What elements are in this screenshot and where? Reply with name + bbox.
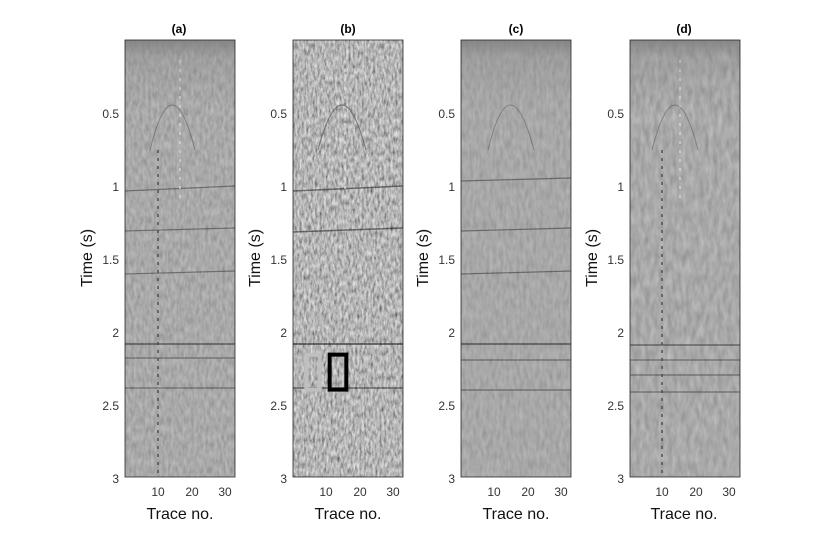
y-tick-label: 3 [448,472,455,486]
axes-frame [460,39,572,478]
y-tick-label: 1.5 [438,253,455,267]
y-tick-label: 1.5 [102,253,119,267]
seismic-image [630,40,740,477]
y-tick-label: 1 [112,180,119,194]
x-axis-label: Trace no. [651,506,718,523]
panel-title: (d) [676,22,691,36]
x-axis-label: Trace no. [315,506,382,523]
axes-frame [629,39,741,478]
y-tick-label: 2 [448,326,455,340]
x-tick-label: 10 [151,485,165,499]
x-tick-label: 20 [185,485,199,499]
y-tick-label: 2 [112,326,119,340]
x-tick-label: 30 [554,485,568,499]
y-tick-label: 0.5 [607,107,624,121]
panel-b: (b) 0.5 1 1.5 2 2.5 3 10 20 [247,22,404,523]
y-tick-label: 0.5 [438,107,455,121]
x-axis-label: Trace no. [483,506,550,523]
seismic-image [292,40,404,477]
y-tick-label: 1 [448,180,455,194]
y-tick-label: 0.5 [270,107,287,121]
x-tick-label: 10 [655,485,669,499]
y-tick-label: 2 [280,326,287,340]
x-tick-label: 30 [386,485,400,499]
x-axis-label: Trace no. [147,506,214,523]
y-ticks: 0.5 1 1.5 2 2.5 3 [102,107,119,486]
y-tick-label: 3 [617,472,624,486]
panel-title: (b) [340,22,355,36]
seismic-image [460,40,572,477]
highlight-box-black [327,352,349,392]
highlight-box-gray [304,352,322,392]
x-tick-label: 20 [521,485,535,499]
y-ticks: 0.5 1 1.5 2 2.5 3 [607,107,624,486]
y-tick-label: 2.5 [102,399,119,413]
panel-c: (c) 0.5 1 1.5 2 2.5 3 10 2 [415,22,572,523]
panel-title: (a) [172,22,187,36]
y-tick-label: 3 [280,472,287,486]
x-tick-label: 10 [319,485,333,499]
x-ticks: 10 20 30 [655,485,736,499]
panel-a: (a) 0.5 1 1.5 2 2.5 3 [79,22,236,523]
y-tick-label: 2 [617,326,624,340]
x-ticks: 10 20 30 [487,485,568,499]
panel-title: (c) [509,22,524,36]
axes-frame [292,39,404,478]
x-tick-label: 30 [218,485,232,499]
y-axis-label: Time (s) [247,229,264,287]
y-axis-label: Time (s) [415,229,432,287]
x-ticks: 10 20 30 [319,485,400,499]
y-tick-label: 0.5 [102,107,119,121]
x-tick-label: 30 [722,485,736,499]
y-axis-label: Time (s) [79,229,96,287]
panel-d: (d) 0.5 1 1.5 2 2.5 3 10 20 [584,22,741,523]
y-tick-label: 1 [280,180,287,194]
x-tick-label: 20 [689,485,703,499]
x-ticks: 10 20 30 [151,485,232,499]
y-axis-label: Time (s) [584,229,601,287]
x-tick-label: 20 [353,485,367,499]
x-tick-label: 10 [487,485,501,499]
axes-frame [124,39,236,478]
y-ticks: 0.5 1 1.5 2 2.5 3 [438,107,455,486]
y-tick-label: 1 [617,180,624,194]
seismic-image [124,40,236,477]
y-tick-label: 2.5 [607,399,624,413]
y-tick-label: 3 [112,472,119,486]
y-tick-label: 2.5 [270,399,287,413]
y-tick-label: 1.5 [270,253,287,267]
y-tick-label: 1.5 [607,253,624,267]
y-ticks: 0.5 1 1.5 2 2.5 3 [270,107,287,486]
y-tick-label: 2.5 [438,399,455,413]
